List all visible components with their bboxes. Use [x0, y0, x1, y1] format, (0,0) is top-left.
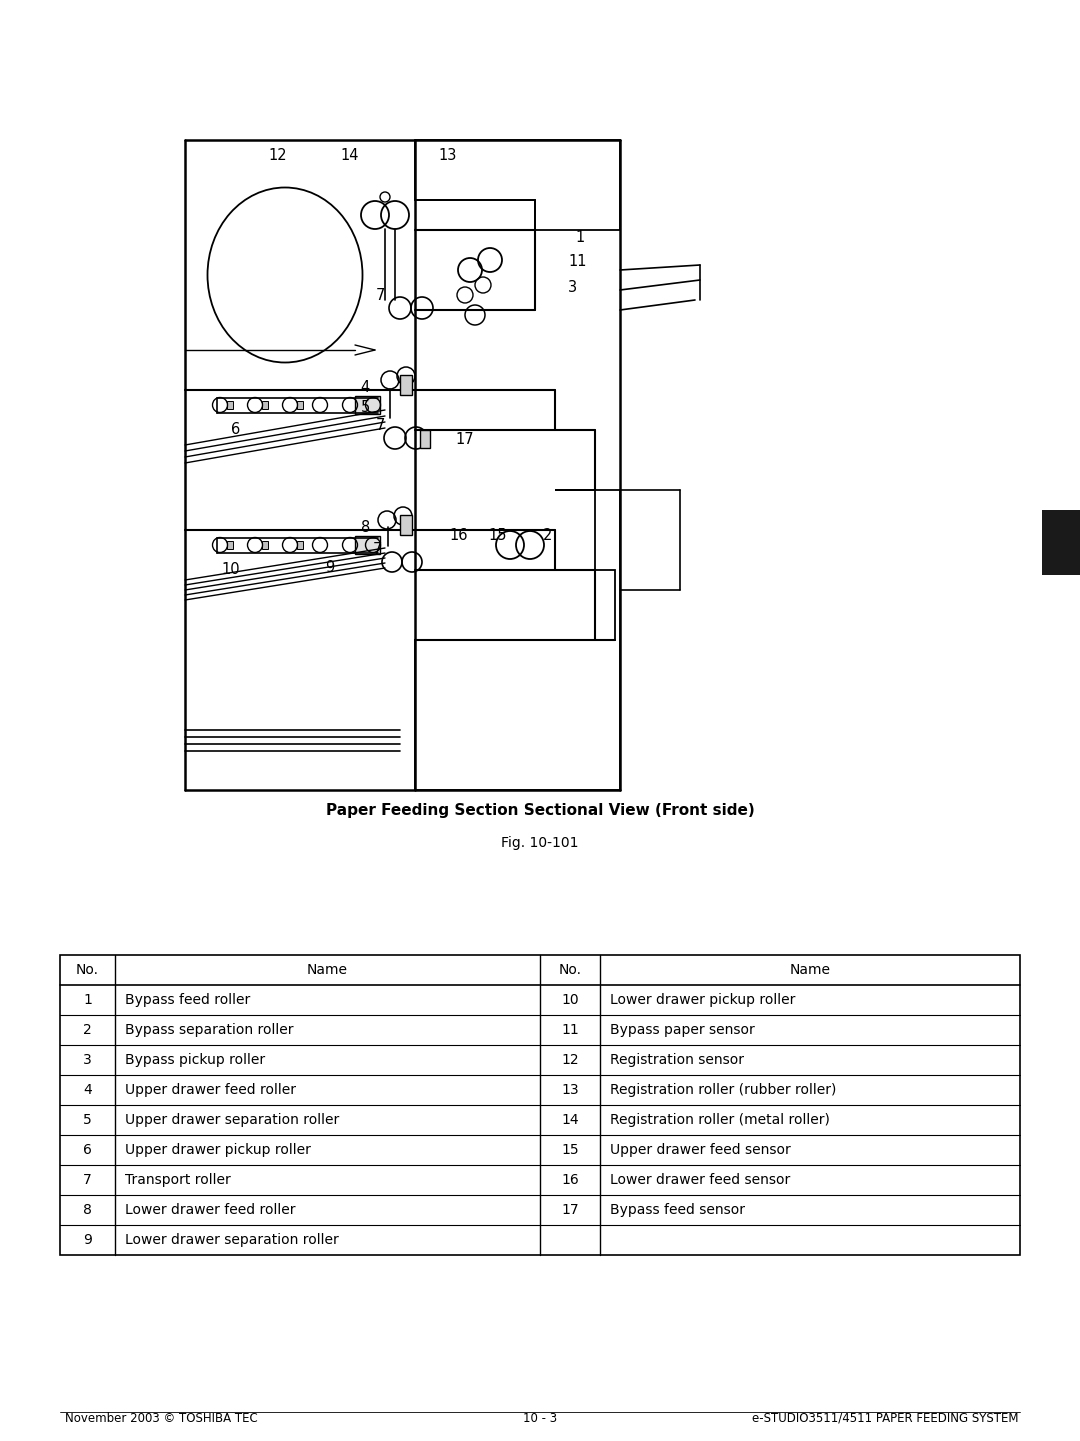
Bar — [297, 540, 303, 549]
Bar — [420, 429, 430, 448]
Text: 7: 7 — [376, 418, 384, 432]
Text: Lower drawer feed roller: Lower drawer feed roller — [125, 1203, 296, 1218]
Text: Bypass paper sensor: Bypass paper sensor — [610, 1023, 755, 1038]
Text: 14: 14 — [341, 147, 360, 163]
Text: No.: No. — [76, 963, 99, 977]
Text: Bypass pickup roller: Bypass pickup roller — [125, 1053, 265, 1066]
Bar — [227, 540, 233, 549]
Text: Upper drawer feed roller: Upper drawer feed roller — [125, 1084, 296, 1097]
Text: Registration roller (metal roller): Registration roller (metal roller) — [610, 1112, 829, 1127]
Bar — [355, 536, 380, 553]
Text: 7: 7 — [83, 1173, 92, 1187]
Text: Upper drawer separation roller: Upper drawer separation roller — [125, 1112, 339, 1127]
Text: 10 - 3: 10 - 3 — [523, 1412, 557, 1425]
Text: 15: 15 — [489, 527, 508, 542]
Text: 9: 9 — [325, 559, 335, 575]
Text: Bypass feed roller: Bypass feed roller — [125, 993, 251, 1007]
Text: Transport roller: Transport roller — [125, 1173, 231, 1187]
Text: Registration sensor: Registration sensor — [610, 1053, 744, 1066]
Text: Bypass feed sensor: Bypass feed sensor — [610, 1203, 745, 1218]
Text: 3: 3 — [568, 281, 577, 295]
Text: 11: 11 — [568, 255, 586, 269]
Text: 11: 11 — [562, 1023, 579, 1038]
Text: 3: 3 — [83, 1053, 92, 1066]
Text: 8: 8 — [361, 520, 370, 536]
Bar — [1042, 510, 1080, 575]
Text: 8: 8 — [83, 1203, 92, 1218]
Text: 14: 14 — [562, 1112, 579, 1127]
Polygon shape — [415, 140, 620, 231]
Text: Paper Feeding Section Sectional View (Front side): Paper Feeding Section Sectional View (Fr… — [326, 803, 754, 817]
Bar — [262, 401, 268, 409]
Polygon shape — [415, 490, 620, 790]
Text: 16: 16 — [449, 527, 468, 542]
Bar — [60, 955, 1020, 1255]
Text: 17: 17 — [562, 1203, 579, 1218]
Text: 13: 13 — [438, 147, 457, 163]
Text: Lower drawer feed sensor: Lower drawer feed sensor — [610, 1173, 791, 1187]
Text: 12: 12 — [562, 1053, 579, 1066]
Text: 5: 5 — [361, 401, 370, 415]
Text: 15: 15 — [562, 1143, 579, 1157]
Text: Lower drawer separation roller: Lower drawer separation roller — [125, 1233, 339, 1246]
Bar — [297, 401, 303, 409]
Text: Fig. 10-101: Fig. 10-101 — [501, 836, 579, 850]
Text: 4: 4 — [83, 1084, 92, 1097]
Text: No.: No. — [558, 963, 581, 977]
Text: 7: 7 — [373, 542, 382, 558]
Text: Bypass separation roller: Bypass separation roller — [125, 1023, 294, 1038]
Text: 1: 1 — [575, 229, 584, 245]
Bar — [400, 514, 411, 535]
Text: November 2003 © TOSHIBA TEC: November 2003 © TOSHIBA TEC — [65, 1412, 258, 1425]
Text: Upper drawer feed sensor: Upper drawer feed sensor — [610, 1143, 791, 1157]
Bar — [400, 375, 411, 395]
Text: 10: 10 — [221, 562, 240, 578]
Circle shape — [380, 192, 390, 202]
Bar — [227, 401, 233, 409]
Text: 5: 5 — [83, 1112, 92, 1127]
Text: 10: 10 — [562, 993, 579, 1007]
Text: 10: 10 — [1048, 533, 1075, 552]
Text: Upper drawer pickup roller: Upper drawer pickup roller — [125, 1143, 311, 1157]
Text: e-STUDIO3511/4511 PAPER FEEDING SYSTEM: e-STUDIO3511/4511 PAPER FEEDING SYSTEM — [752, 1412, 1018, 1425]
Text: 2: 2 — [83, 1023, 92, 1038]
Text: 9: 9 — [83, 1233, 92, 1246]
Text: Name: Name — [307, 963, 348, 977]
Text: 6: 6 — [231, 422, 240, 438]
Text: Lower drawer pickup roller: Lower drawer pickup roller — [610, 993, 795, 1007]
Text: 12: 12 — [269, 147, 287, 163]
Bar — [355, 396, 380, 414]
Text: 1: 1 — [83, 993, 92, 1007]
Text: 4: 4 — [361, 380, 370, 395]
Text: 17: 17 — [455, 432, 474, 448]
Text: Registration roller (rubber roller): Registration roller (rubber roller) — [610, 1084, 836, 1097]
Text: 16: 16 — [562, 1173, 579, 1187]
Text: Name: Name — [789, 963, 831, 977]
Bar — [262, 540, 268, 549]
Text: 2: 2 — [543, 527, 553, 542]
Text: 13: 13 — [562, 1084, 579, 1097]
Text: 6: 6 — [83, 1143, 92, 1157]
Text: 7: 7 — [376, 288, 384, 303]
